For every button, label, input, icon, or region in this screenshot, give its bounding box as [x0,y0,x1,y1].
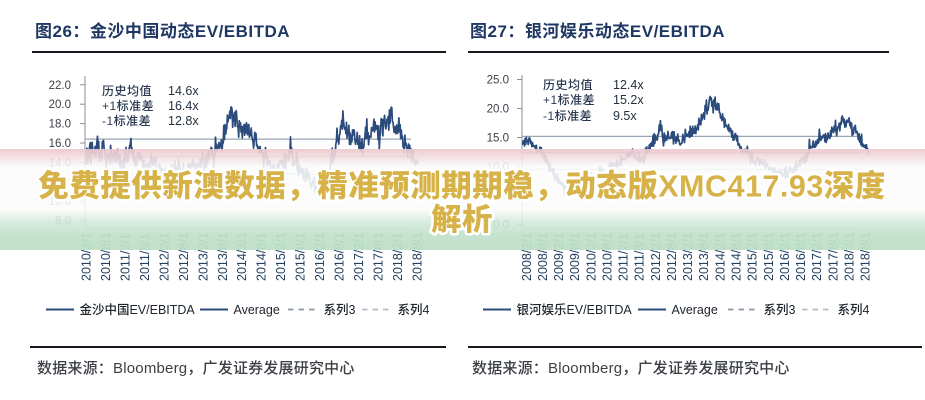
stats-block-right: 历史均值 12.4x +1标准差 15.2x -1标准差 9.5x [543,74,644,124]
stat-row: +1标准差 16.4x [102,94,199,114]
stat-row: -1标准差 12.8x [102,110,199,130]
watermark-line-2: 解析 [431,195,493,239]
source-rule-right [468,346,922,349]
legend-item: Average [199,295,280,319]
stat-row: 历史均值 12.4x [543,74,644,93]
stat-value: 9.5x [613,104,637,124]
source-line-left: 数据来源：Bloomberg，广发证券发展研究中心 [37,356,355,378]
legend-item: 系列3 [727,295,795,319]
stat-label: -1标准差 [543,106,593,124]
watermark-band: 免费提供新澳数据，精准预测期期稳，动态版XMC417.93深度 解析 [0,149,925,250]
stat-label: +1标准差 [102,96,155,114]
legend-line-solid-icon [638,308,666,311]
stat-value: 14.6x [168,79,199,99]
y-axis-tick-label: 20.0 [487,101,509,117]
legend-line-dashed-icon [288,308,318,311]
stat-row: +1标准差 15.2x [543,89,644,109]
stat-value: 12.4x [613,74,644,93]
stats-block-left: 历史均值 14.6x +1标准差 16.4x -1标准差 12.8x [102,79,199,130]
legend-label: Average [671,299,718,318]
legend-label: Average [233,299,280,318]
y-axis-tick-label: 20.0 [49,96,71,112]
stat-row: -1标准差 9.5x [543,104,644,124]
legend-item: 系列4 [361,295,429,319]
title-rule-right [468,51,889,53]
legend-label: 系列4 [397,299,430,318]
stat-row: 历史均值 14.6x [102,79,199,99]
source-line-right: 数据来源：Bloomberg，广发证券发展研究中心 [472,356,790,378]
stat-label: 历史均值 [543,76,594,93]
y-axis-tick-label: 18.0 [49,116,71,132]
legend-line-dashed-icon [728,308,758,311]
title-rule-left [32,51,446,53]
legend-item: 银河娱乐EV/EBITDA [482,295,632,319]
y-axis-tick-label: 15.0 [487,130,509,146]
legend-line-dashed-icon [362,308,392,311]
legend-item: 金沙中国EV/EBITDA [45,295,195,319]
stat-label: +1标准差 [543,91,596,109]
y-axis-tick-label: 16.0 [49,135,71,151]
legend-label: 系列3 [763,299,796,318]
legend-line-dashed-icon [802,308,832,311]
legend-line-solid-icon [483,308,511,311]
figure-title-right: 图27：银河娱乐动态EV/EBITDA [470,16,726,42]
stat-value: 12.8x [168,110,199,130]
legend-item: Average [637,295,718,319]
legend-label: 银河娱乐EV/EBITDA [516,299,632,318]
watermark-text: 免费提供新澳数据，精准预测期期稳，动态版XMC417.93深度 解析 [36,159,888,242]
legend-line-solid-icon [200,308,228,311]
watermark-line-1: 免费提供新澳数据，精准预测期期稳，动态版XMC417.93深度 [38,162,886,206]
figure-title-left: 图26：金沙中国动态EV/EBITDA [35,16,291,42]
stat-label: -1标准差 [102,112,152,130]
stat-value: 16.4x [168,94,199,114]
y-axis-tick-label: 25.0 [487,72,509,88]
y-axis-tick-label: 22.0 [49,77,71,93]
legend-item: 系列3 [287,295,355,319]
legend-line-solid-icon [46,308,74,311]
legend-label: 金沙中国EV/EBITDA [79,299,195,318]
stat-value: 15.2x [613,89,644,109]
legend-label: 系列3 [323,299,356,318]
stat-label: 历史均值 [102,81,153,99]
source-rule-left [30,346,446,349]
legend-item: 系列4 [801,295,869,319]
legend-label: 系列4 [837,299,870,318]
